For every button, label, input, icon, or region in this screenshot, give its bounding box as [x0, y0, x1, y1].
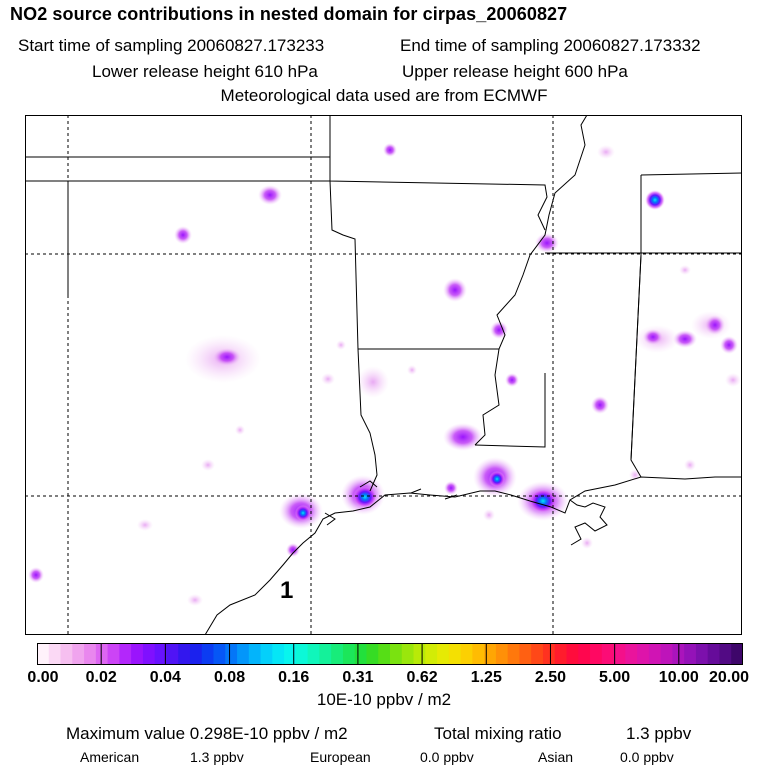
colorbar-cell	[578, 643, 591, 665]
map-frame	[25, 115, 742, 635]
colorbar-tick-label: 0.31	[342, 669, 374, 686]
colorbar-cell	[425, 643, 438, 665]
upper-release-label: Upper release height 600 hPa	[402, 62, 628, 81]
colorbar	[37, 643, 743, 665]
start-time-label: Start time of sampling 20060827.173233	[18, 36, 325, 55]
colorbar-cell	[107, 643, 120, 665]
colorbar-cell	[142, 643, 156, 665]
colorbar-cell	[260, 643, 273, 665]
colorbar-cell	[284, 643, 297, 665]
european-value: 0.0 ppbv	[420, 749, 474, 765]
colorbar-tick-label: 0.00	[27, 669, 59, 686]
colorbar-cell	[295, 643, 309, 665]
colorbar-cell	[707, 643, 721, 665]
colorbar-cell	[119, 643, 132, 665]
max-value-label: Maximum value 0.298E-10 ppbv / m2	[66, 724, 348, 743]
colorbar-cell	[484, 643, 497, 665]
domain-label: 1	[280, 577, 294, 604]
no2-plumes	[28, 143, 741, 606]
colorbar-cell	[225, 643, 238, 665]
coastline	[204, 476, 742, 635]
colorbar-cell	[84, 643, 97, 665]
met-data-label: Meteorological data used are from ECMWF	[220, 86, 548, 105]
colorbar-cell	[237, 643, 250, 665]
colorbar-cell	[378, 643, 391, 665]
colorbar-cell	[37, 643, 50, 665]
state-boundaries	[25, 115, 742, 492]
colorbar-cell	[637, 643, 650, 665]
colorbar-cell	[248, 643, 262, 665]
colorbar-cell	[601, 643, 615, 665]
colorbar-cell	[684, 643, 697, 665]
colorbar-cell	[354, 643, 368, 665]
colorbar-tick-label: 5.00	[599, 669, 631, 686]
european-label: European	[310, 749, 371, 765]
colorbar-tick-label: 2.50	[534, 669, 567, 686]
colorbar-cell	[625, 643, 638, 665]
total-mixing-value: 1.3 ppbv	[626, 724, 692, 743]
colorbar-cell	[189, 643, 203, 665]
asian-label: Asian	[538, 749, 574, 765]
colorbar-cell	[448, 643, 462, 665]
colorbar-tick-label: 0.08	[213, 669, 246, 686]
river-line	[474, 115, 588, 446]
colorbar-cell	[166, 643, 179, 665]
american-value: 1.3 ppbv	[190, 749, 244, 765]
colorbar-cell	[319, 643, 332, 665]
colorbar-cell	[695, 643, 709, 665]
colorbar-cell	[613, 643, 626, 665]
colorbar-cell	[154, 643, 168, 665]
colorbar-cell	[648, 643, 662, 665]
colorbar-cell	[554, 643, 568, 665]
colorbar-cell	[95, 643, 109, 665]
colorbar-tick-label: 0.02	[85, 669, 117, 686]
colorbar-cell	[401, 643, 415, 665]
map-panel	[25, 115, 742, 635]
colorbar-cell	[201, 643, 215, 665]
colorbar-cell	[531, 643, 544, 665]
colorbar-cell	[307, 643, 320, 665]
colorbar-cell	[413, 643, 426, 665]
colorbar-cell	[590, 643, 603, 665]
colorbar-cell	[342, 643, 356, 665]
colorbar-cell	[331, 643, 344, 665]
colorbar-tick-label: 0.16	[278, 669, 310, 686]
colorbar-cell	[131, 643, 144, 665]
colorbar-cell	[731, 643, 743, 665]
colorbar-cell	[660, 643, 673, 665]
colorbar-cell	[566, 643, 579, 665]
colorbar-cell	[60, 643, 73, 665]
colorbar-cell	[437, 643, 450, 665]
lat-lon-grid	[25, 115, 742, 635]
colorbar-cell	[178, 643, 191, 665]
colorbar-tick-label: 1.25	[470, 669, 502, 686]
colorbar-cell	[460, 643, 473, 665]
colorbar-cell	[719, 643, 732, 665]
mississippi-delta	[569, 499, 608, 546]
colorbar-tick-label: 0.04	[149, 669, 181, 686]
colorbar-cell	[519, 643, 532, 665]
colorbar-cell	[472, 643, 485, 665]
total-mixing-label: Total mixing ratio	[434, 724, 562, 743]
colorbar-tick-label: 0.62	[406, 669, 438, 686]
asian-value: 0.0 ppbv	[620, 749, 674, 765]
end-time-label: End time of sampling 20060827.173332	[400, 36, 701, 55]
colorbar-cell	[390, 643, 403, 665]
colorbar-tick-label: 10.00	[658, 669, 699, 686]
colorbar-cell	[507, 643, 521, 665]
american-label: American	[80, 749, 140, 765]
colorbar-tick-label: 20.00	[708, 669, 750, 686]
gulf-islands	[324, 480, 458, 526]
colorbar-cell	[213, 643, 226, 665]
colorbar-cell	[272, 643, 285, 665]
units-label: 10E-10 ppbv / m2	[316, 690, 452, 709]
colorbar-cell	[495, 643, 509, 665]
colorbar-cell	[542, 643, 556, 665]
lower-release-label: Lower release height 610 hPa	[92, 62, 318, 81]
map-title: NO2 source contributions in nested domai…	[10, 4, 568, 24]
colorbar-cell	[72, 643, 85, 665]
colorbar-cell	[366, 643, 379, 665]
colorbar-cell	[48, 643, 62, 665]
